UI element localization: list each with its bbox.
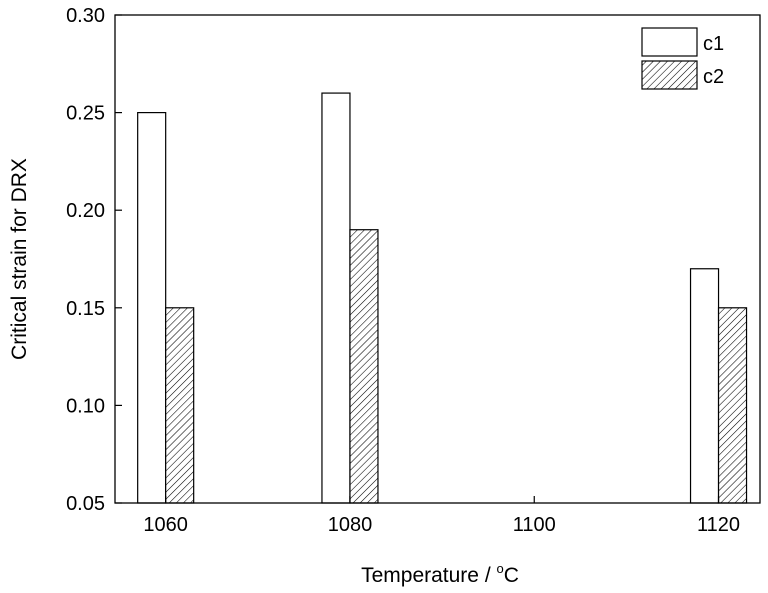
legend-label-c2: c2 [703, 66, 724, 88]
x-axis-title-degree: o [497, 561, 504, 576]
legend-label-c1: c1 [703, 33, 724, 55]
y-tick-label: 0.20 [66, 200, 105, 222]
y-tick-label: 0.05 [66, 493, 105, 515]
y-tick-label: 0.15 [66, 298, 105, 320]
plot-frame [114, 14, 761, 504]
y-tick-label: 0.10 [66, 395, 105, 417]
legend-swatch-c1 [641, 27, 698, 57]
x-tick-label: 1100 [513, 514, 556, 536]
bar-c2-1060 [165, 307, 195, 504]
legend: c1 c2 [641, 27, 724, 90]
legend-swatch-c2 [641, 60, 698, 90]
bar-c1-1120 [689, 268, 720, 504]
x-axis-title-unit: C [504, 564, 519, 587]
bar-c1-1060 [137, 111, 167, 504]
bar-c2-1120 [717, 307, 748, 504]
x-tick-label: 1060 [143, 514, 188, 536]
bar-c2-1080 [349, 229, 379, 504]
y-tick-label: 0.25 [66, 103, 105, 125]
x-tick-label: 1080 [328, 514, 373, 536]
bars-layer [137, 92, 748, 504]
x-axis-title-text: Temperature / [361, 564, 496, 587]
y-tick-label: 0.30 [66, 5, 105, 27]
x-axis-title: Temperature / oC [361, 561, 519, 587]
bar-c1-1080 [321, 92, 351, 504]
ticks-layer: 1060 1080 1100 1120 0.05 0.10 0.15 0.20 0.25 0.30 [66, 5, 740, 536]
x-tick-label: 1120 [697, 514, 740, 536]
y-axis-title: Critical strain for DRX [8, 158, 31, 360]
